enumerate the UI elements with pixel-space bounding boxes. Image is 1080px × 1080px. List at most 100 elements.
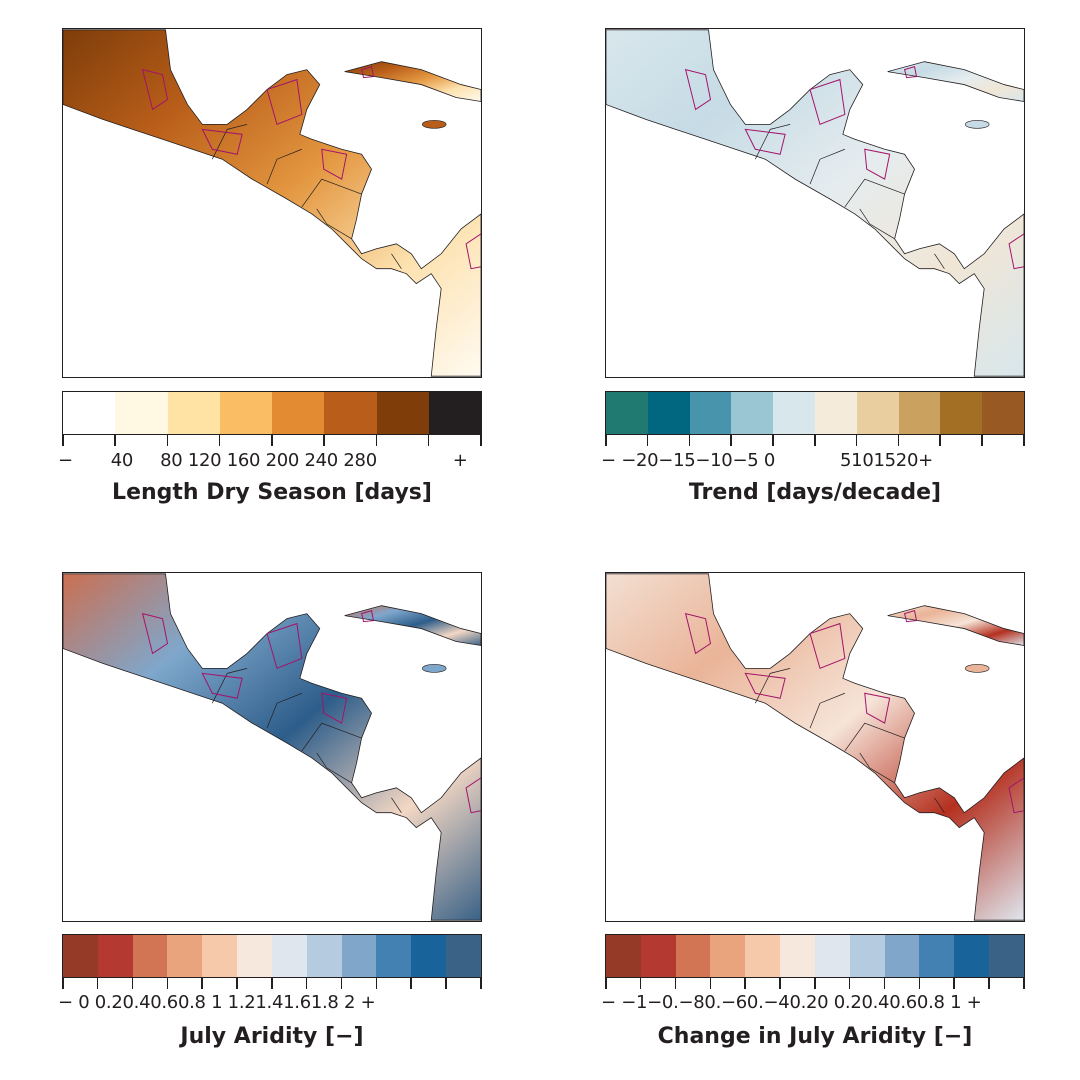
colorbar-tick bbox=[814, 977, 816, 989]
region-outline bbox=[684, 68, 712, 111]
colorbar-swatch bbox=[954, 935, 990, 977]
country-border bbox=[301, 722, 362, 752]
country-border bbox=[934, 253, 945, 269]
region-outline bbox=[809, 78, 846, 126]
colorbar-swatch bbox=[446, 935, 481, 977]
colorbar-swatch bbox=[271, 935, 307, 977]
colorbar-swatch bbox=[731, 392, 774, 434]
country-border bbox=[809, 692, 845, 729]
colorbar-swatch bbox=[376, 392, 429, 434]
region-outline bbox=[465, 777, 481, 814]
colorbar-tick bbox=[855, 434, 858, 446]
colorbar-tick bbox=[1023, 977, 1025, 989]
region-outline bbox=[360, 610, 375, 623]
colorbar-tick bbox=[918, 977, 920, 989]
colorbar-tick bbox=[305, 977, 308, 989]
colorbar-tick bbox=[375, 434, 377, 446]
colorbar-tick bbox=[772, 434, 774, 446]
colorbar-swatch bbox=[237, 935, 272, 977]
country-border bbox=[316, 208, 352, 240]
colorbar-tick bbox=[953, 977, 955, 989]
colorbar-tick bbox=[166, 977, 168, 989]
colorbar-swatch bbox=[940, 392, 983, 434]
colorbar-tick bbox=[323, 434, 325, 446]
region-outline bbox=[465, 233, 481, 270]
colorbar-ticks bbox=[605, 977, 1025, 989]
map-canvas bbox=[606, 573, 1024, 921]
map bbox=[605, 28, 1025, 378]
country-border bbox=[934, 797, 945, 813]
colorbar-tick-labels: − −1−0.−80.−60.−40.20 0.20.40.60.8 1 + bbox=[601, 992, 982, 1013]
colorbar-swatch bbox=[376, 935, 412, 977]
colorbar-tick-labels: − 0 0.20.40.60.8 1 1.21.41.61.8 2 + bbox=[58, 992, 376, 1013]
colorbar-title: Length Dry Season [days] bbox=[112, 480, 432, 505]
colorbar-tick bbox=[340, 977, 343, 989]
colorbar-swatch bbox=[115, 392, 168, 434]
colorbar-tick bbox=[410, 977, 412, 989]
region-outline bbox=[864, 692, 891, 724]
colorbar-tick bbox=[96, 977, 99, 989]
colorbar-swatch bbox=[689, 392, 732, 434]
map bbox=[62, 28, 482, 378]
colorbar-tick bbox=[605, 434, 607, 446]
colorbar-tick bbox=[236, 977, 238, 989]
colorbar-swatch bbox=[814, 392, 857, 434]
colorbar-tick bbox=[480, 434, 482, 446]
colorbar-tick bbox=[1023, 434, 1025, 446]
region-outline bbox=[1008, 777, 1024, 814]
region-outline bbox=[903, 66, 918, 79]
land-mainland bbox=[606, 29, 1024, 377]
colorbar-tick bbox=[730, 434, 732, 446]
country-border bbox=[211, 124, 248, 160]
colorbar-tick bbox=[674, 977, 677, 989]
colorbar bbox=[605, 934, 1025, 978]
colorbar-swatch bbox=[884, 935, 920, 977]
colorbar-tick bbox=[480, 977, 482, 989]
colorbar-swatch bbox=[982, 392, 1024, 434]
colorbar-tick bbox=[897, 434, 900, 446]
land-cuba bbox=[887, 605, 1024, 646]
land-jamaica bbox=[964, 664, 990, 673]
colorbar-swatch bbox=[167, 935, 203, 977]
colorbar-swatch bbox=[324, 392, 377, 434]
colorbar-swatch bbox=[411, 935, 447, 977]
colorbar-tick bbox=[883, 977, 886, 989]
region-outline bbox=[201, 672, 243, 699]
map bbox=[62, 572, 482, 922]
colorbar-tick bbox=[62, 434, 64, 446]
colorbar-tick bbox=[709, 977, 711, 989]
land-jamaica bbox=[421, 664, 447, 673]
colorbar-ticks bbox=[605, 434, 1025, 446]
colorbar-title: Change in July Aridity [−] bbox=[657, 1024, 973, 1049]
country-border bbox=[301, 178, 362, 208]
colorbar-tick bbox=[744, 977, 746, 989]
colorbar-swatch bbox=[428, 392, 481, 434]
colorbar-tick bbox=[131, 977, 134, 989]
colorbar-tick bbox=[688, 434, 691, 446]
colorbar-swatch bbox=[167, 392, 220, 434]
colorbar-swatch bbox=[132, 935, 168, 977]
map bbox=[605, 572, 1025, 922]
country-border bbox=[266, 692, 302, 729]
land-mainland bbox=[63, 573, 481, 921]
colorbar-tick bbox=[62, 977, 64, 989]
region-outline bbox=[903, 610, 918, 623]
colorbar-swatch bbox=[675, 935, 711, 977]
map-canvas bbox=[63, 573, 481, 921]
colorbar-tick-labels: − 40 80 120 160 200 240 280 + bbox=[58, 450, 468, 471]
colorbar-swatch bbox=[856, 392, 899, 434]
colorbar-swatch bbox=[898, 392, 941, 434]
colorbar-title: Trend [days/decade] bbox=[688, 480, 942, 505]
colorbar-tick bbox=[201, 977, 203, 989]
land-mainland bbox=[63, 29, 481, 377]
region-outline bbox=[141, 68, 169, 111]
country-border bbox=[391, 253, 402, 269]
colorbar-ticks bbox=[62, 434, 482, 446]
region-outline bbox=[809, 622, 846, 670]
region-outline bbox=[1008, 233, 1024, 270]
country-border bbox=[754, 124, 791, 160]
colorbar-tick bbox=[218, 434, 221, 446]
land-jamaica bbox=[421, 120, 447, 129]
map-canvas bbox=[606, 29, 1024, 377]
country-border bbox=[859, 208, 895, 240]
